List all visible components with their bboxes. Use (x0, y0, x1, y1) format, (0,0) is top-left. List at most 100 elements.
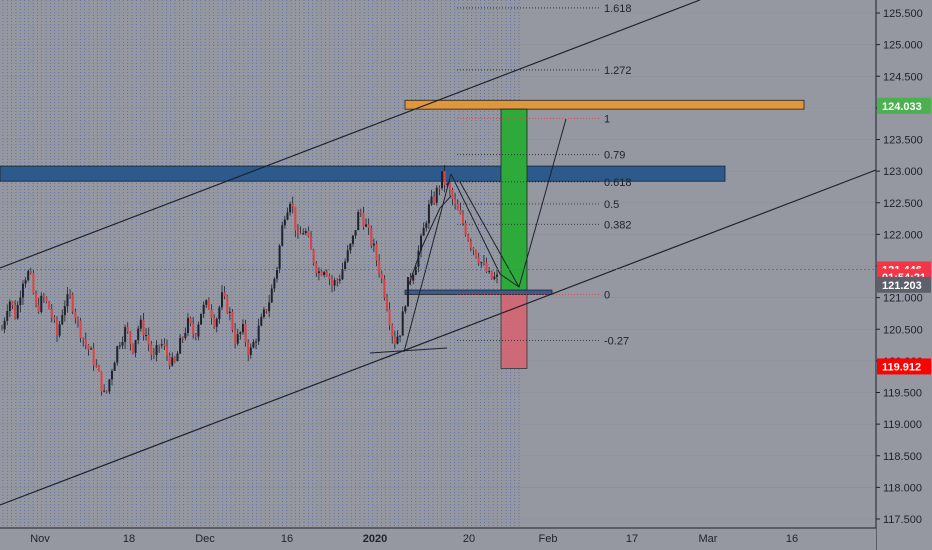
resistance-zone (0, 165, 726, 182)
candle-body (194, 334, 197, 337)
candle-body (103, 390, 106, 392)
candle-body (111, 370, 113, 380)
candle-body (443, 171, 446, 185)
candle-body (192, 323, 195, 335)
candle-body (265, 309, 268, 312)
candle-body (3, 320, 6, 330)
price-badge (877, 97, 931, 114)
candle-body (480, 262, 483, 264)
candle-body (414, 266, 417, 275)
candle-body (451, 189, 454, 200)
candle-body (181, 337, 184, 339)
y-tick-label: 118.000 (883, 482, 922, 494)
candle-body (155, 345, 158, 356)
candle-body (296, 230, 299, 234)
candle-body (391, 325, 394, 337)
candle-body (359, 211, 362, 213)
candle-body (344, 261, 347, 270)
price-badge-label: 124.033 (882, 101, 922, 113)
candle-body (124, 327, 127, 343)
candle-body (351, 235, 354, 244)
candle-body (108, 379, 111, 392)
y-tick-label: 122.500 (883, 198, 923, 210)
stop-zone (500, 290, 528, 369)
x-tick-label: Nov (30, 533, 50, 545)
time-axis (0, 528, 876, 550)
candle-body (84, 339, 87, 345)
candle-body (79, 320, 82, 338)
candle-body (396, 336, 399, 344)
candle-body (100, 371, 103, 392)
candle-body (139, 319, 142, 329)
candle-body (223, 292, 226, 297)
candle-body (372, 243, 375, 246)
candle-body (48, 301, 51, 310)
candle-body (131, 343, 134, 353)
candle-body (158, 345, 161, 347)
candle-body (485, 262, 488, 273)
candle-body (97, 365, 100, 372)
candle-body (236, 334, 239, 344)
candle-body (14, 305, 17, 319)
candle-body (82, 337, 85, 340)
x-tick-label: Dec (195, 533, 215, 545)
candle-body (134, 340, 137, 353)
candle-body (354, 230, 357, 236)
candle-body (477, 257, 480, 264)
candle-body (218, 307, 221, 320)
candle-body (399, 335, 402, 337)
y-tick-label: 124.500 (883, 71, 923, 83)
candle-body (454, 199, 457, 204)
candle-body (262, 309, 265, 317)
candle-body (425, 223, 428, 228)
candle-body (459, 210, 462, 214)
fib-label: 0.382 (604, 219, 632, 231)
candle-body (231, 311, 234, 330)
candle-body (270, 288, 273, 303)
candle-body (294, 206, 297, 231)
candle-body (95, 365, 98, 367)
plot-background (0, 0, 876, 528)
price-badge (877, 358, 931, 375)
candle-body (467, 234, 470, 241)
price-badge (877, 276, 931, 293)
candle-body (312, 249, 315, 264)
candle-body (341, 269, 344, 280)
y-tick-label: 123.500 (883, 135, 923, 147)
y-tick-label: 119.500 (883, 388, 922, 400)
candle-body (349, 243, 352, 251)
y-tick-label: 122.000 (883, 229, 923, 241)
y-tick-label: 118.500 (883, 451, 922, 463)
candle-body (24, 280, 27, 284)
candle-body (317, 271, 320, 274)
candle-body (197, 324, 200, 337)
candle-body (328, 275, 331, 279)
supply-zone (404, 99, 805, 110)
fib-label: 0.5 (604, 199, 619, 211)
x-tick-label: 16 (281, 533, 293, 545)
candle-body (433, 196, 436, 203)
candle-body (40, 295, 43, 312)
fib-label: 0.618 (604, 177, 632, 189)
candle-body (401, 311, 404, 336)
candle-body (184, 332, 187, 339)
candle-body (1, 329, 3, 331)
candle-body (456, 203, 459, 211)
candle-body (37, 304, 40, 312)
x-tick-label: Mar (699, 533, 718, 545)
candle-body (482, 262, 485, 264)
target-zone (500, 108, 528, 292)
candle-body (304, 231, 307, 234)
x-tick-label: 17 (626, 533, 638, 545)
fib-label: -0.27 (604, 336, 629, 348)
candle-body (255, 341, 258, 343)
candle-body (42, 295, 45, 298)
candle-body (378, 260, 381, 274)
x-tick-label: 16 (786, 533, 798, 545)
candle-body (386, 297, 388, 310)
candle-body (171, 357, 174, 366)
grid-lines (0, 0, 876, 528)
candle-body (71, 294, 74, 312)
candle-body (438, 187, 441, 189)
